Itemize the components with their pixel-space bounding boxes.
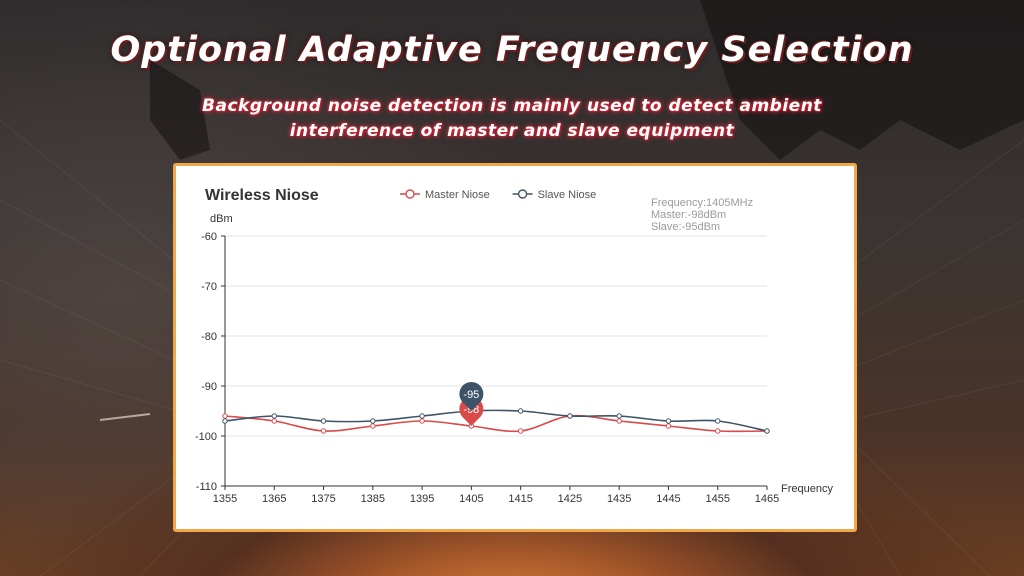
y-tick-label: -70 [201,281,217,293]
marker-label: -95 [463,389,479,401]
data-point [567,413,573,419]
data-point [419,413,425,419]
axes [224,236,767,487]
x-tick-label: 1355 [213,493,237,505]
data-point [320,428,327,434]
data-point [665,423,672,429]
data-point [320,418,327,424]
tooltip-slave: Slave:-95dBm [651,221,720,233]
legend-item-0: Master Niose [400,189,490,201]
data-point [715,418,721,424]
series-line-1 [224,409,768,432]
y-tick-label: -90 [201,381,217,393]
data-point [370,418,376,424]
x-tick-label: 1365 [262,493,286,505]
x-tick-label: 1465 [755,493,779,505]
tooltip-text: Frequency:1405MHz Master:-98dBm Slave:-9… [651,197,753,233]
x-tick-label: 1445 [656,493,680,505]
data-point [222,413,228,419]
chart-legend: Master Niose Slave Niose [400,189,596,201]
x-tick-label: 1395 [410,493,434,505]
headline: Optional Adaptive Frequency Selection [110,30,914,70]
legend-symbol [405,189,415,199]
legend-item-1: Slave Niose [512,189,597,201]
data-point [271,418,277,424]
x-axis-label: Frequency [781,483,833,495]
subline: Background noise detection is mainly use… [0,94,1024,144]
data-point [517,408,524,414]
x-tick-label: 1425 [558,493,582,505]
data-point [419,418,425,424]
series-line-0 [224,414,768,433]
chart-card: Wireless Niose dBm Frequency Master Nios… [173,163,857,532]
x-tick-label: 1405 [459,493,483,505]
data-point [764,428,770,434]
y-tick-label: -60 [201,231,217,243]
data-point [222,418,228,424]
legend-label: Slave Niose [538,189,597,201]
data-point [370,423,376,429]
data-point [665,418,672,424]
tooltip-frequency: Frequency:1405MHz [651,197,753,209]
x-tick-label: 1415 [508,493,532,505]
subline-line-1: Background noise detection is mainly use… [202,96,822,116]
data-point [715,428,721,434]
wireless-noise-chart: Wireless Niose dBm Frequency Master Nios… [195,187,834,505]
series-lines [222,408,770,434]
y-axis-label: dBm [210,213,233,225]
legend-label: Master Niose [425,189,490,201]
data-point [616,418,622,424]
tooltip-master: Master:-98dBm [651,209,726,221]
x-tick-label: 1375 [311,493,335,505]
chart-title: Wireless Niose [205,187,319,204]
legend-symbol [517,189,528,199]
x-tick-label: 1435 [607,493,631,505]
y-tick-label: -80 [201,331,217,343]
x-tick-label: 1455 [705,493,729,505]
data-point [271,413,277,419]
x-tick-label: 1385 [361,493,385,505]
subline-line-2: interference of master and slave equipme… [289,121,735,141]
data-point [616,413,622,419]
data-point [517,428,524,434]
value-markers: -98-95 [459,381,484,426]
grid-lines [225,235,767,437]
marker--95: -95 [459,381,484,411]
marker-pin [459,381,484,411]
y-tick-label: -100 [195,431,217,443]
y-tick-label: -110 [196,481,217,493]
